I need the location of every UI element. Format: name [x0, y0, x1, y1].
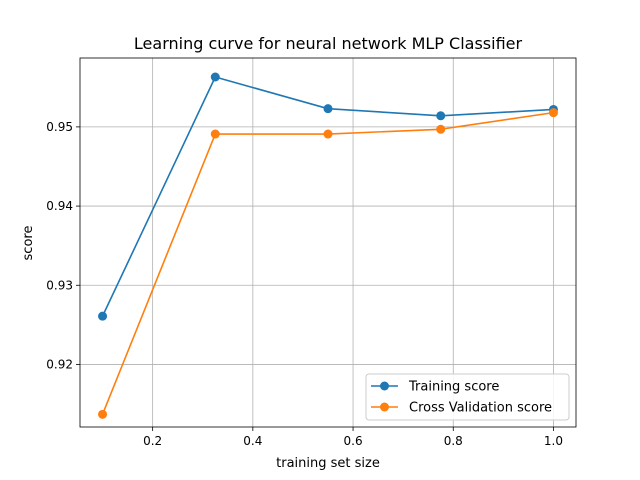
chart-title: Learning curve for neural network MLP Cl…: [134, 34, 523, 53]
y-axis-ticks: 0.92 0.93 0.94 0.95: [46, 120, 80, 371]
series-1-point: [323, 104, 333, 114]
x-axis-label: training set size: [276, 456, 380, 471]
y-tick-label: 0.92: [46, 357, 73, 371]
y-tick-label: 0.94: [46, 199, 73, 213]
legend-items: Training score Cross Validation score: [371, 380, 552, 416]
series-1-point: [98, 311, 108, 321]
series-2-point: [210, 129, 220, 139]
legend-marker-1: [380, 381, 389, 391]
series-2-point: [548, 108, 558, 118]
y-tick-label: 0.93: [46, 278, 73, 292]
plot-series: [98, 72, 558, 419]
x-tick-label: 0.4: [243, 434, 262, 448]
x-tick-label: 0.8: [444, 434, 463, 448]
series-2-point: [98, 409, 108, 419]
plot-area-frame: [79, 57, 577, 428]
series-1-point: [210, 72, 220, 82]
legend-label-2: Cross Validation score: [409, 401, 552, 416]
series-line-2: [101, 111, 554, 415]
grid: [80, 58, 576, 427]
series-1-point: [436, 111, 446, 121]
legend-marker-2: [380, 402, 389, 412]
series-2-point: [436, 124, 446, 134]
legend-box: [365, 373, 570, 421]
legend: Training score Cross Validation score: [365, 373, 570, 421]
x-tick-label: 1.0: [544, 434, 563, 448]
legend-label-1: Training score: [408, 380, 499, 395]
x-tick-label: 0.2: [143, 434, 162, 448]
x-tick-label: 0.6: [344, 434, 363, 448]
y-axis-label: score: [21, 226, 36, 261]
series-2-point: [323, 129, 333, 139]
x-axis-ticks: 0.2 0.4 0.6 0.8 1.0: [143, 427, 563, 448]
y-tick-label: 0.95: [46, 120, 73, 134]
